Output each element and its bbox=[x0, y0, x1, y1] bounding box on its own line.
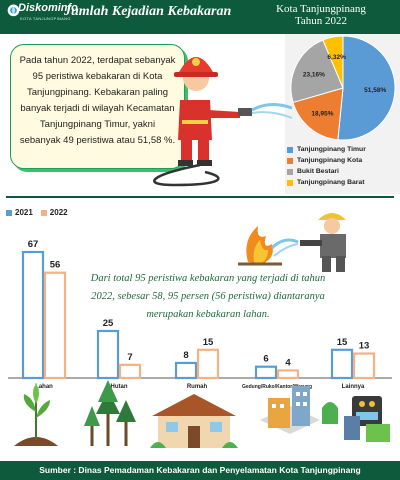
pie-slice bbox=[290, 39, 344, 104]
bar bbox=[96, 329, 120, 380]
bar bbox=[352, 352, 376, 380]
summary-callout: Dari total 95 peristiwa kebakaran yang t… bbox=[90, 273, 326, 320]
pie-slice bbox=[322, 35, 344, 89]
legend-label: Tanjungpinang Timur bbox=[297, 146, 366, 153]
firefighter-hose-icon bbox=[153, 57, 293, 187]
bar-value-label: 7 bbox=[127, 352, 132, 363]
category-label: Gedung/Ruko/Kantor/Warung bbox=[242, 384, 312, 390]
land-seedling-icon bbox=[14, 384, 58, 446]
category-label: Rumah bbox=[187, 384, 208, 390]
source-note: Sumber : Dinas Pemadaman Kebakaran dan P… bbox=[39, 465, 361, 475]
legend-swatch bbox=[287, 146, 293, 153]
bar-value-label: 15 bbox=[337, 337, 348, 348]
bar bbox=[43, 271, 67, 380]
bar-value-label: 67 bbox=[28, 239, 39, 250]
bar-legend: 2021 2022 bbox=[6, 208, 76, 217]
firefighter-hose-icon bbox=[270, 213, 346, 272]
bar bbox=[174, 361, 198, 380]
pie-slice-label: 23,16% bbox=[303, 72, 325, 79]
pie-slice-label: 51,58% bbox=[364, 87, 386, 94]
bar bbox=[276, 369, 300, 380]
legend-label: Tanjungpinang Kota bbox=[297, 157, 363, 164]
house-icon bbox=[150, 394, 238, 448]
diskominfo-logo-icon bbox=[7, 4, 20, 17]
bar-value-label: 13 bbox=[359, 341, 370, 352]
area-year: Tahun 2022 bbox=[294, 15, 348, 27]
legend-label: Bukit Bestari bbox=[297, 168, 339, 175]
pie-legend-item: Tanjungpinang Kota bbox=[287, 155, 399, 166]
legend-swatch bbox=[6, 209, 12, 216]
bar-value-label: 15 bbox=[203, 337, 214, 348]
bar-value-label: 56 bbox=[50, 260, 61, 271]
pie-legend-item: Bukit Bestari bbox=[287, 166, 399, 177]
bar bbox=[118, 363, 142, 380]
pie-legend-item: Tanjungpinang Barat bbox=[287, 177, 399, 188]
legend-swatch bbox=[287, 168, 293, 175]
logo-text: Diskominfo bbox=[18, 2, 78, 14]
pie-legend: Tanjungpinang Timur Tanjungpinang Kota Buk… bbox=[287, 144, 399, 188]
legend-label: 2022 bbox=[49, 208, 68, 217]
legend-swatch bbox=[40, 209, 47, 216]
footer-bar: Sumber : Dinas Pemadaman Kebakaran dan P… bbox=[0, 461, 400, 480]
pie-slice-label: 6,32% bbox=[327, 54, 346, 61]
bar-value-label: 25 bbox=[103, 318, 114, 329]
pie-legend-item: Tanjungpinang Timur bbox=[287, 144, 399, 155]
logo-subtitle: KOTA TANJUNGPINANG bbox=[20, 16, 71, 21]
pie-slice bbox=[337, 35, 396, 141]
page-title: Jumlah Kejadian Kebakaran bbox=[64, 4, 232, 19]
misc-items-icon bbox=[344, 396, 390, 442]
bar bbox=[254, 365, 278, 380]
pie-slice bbox=[292, 87, 344, 141]
bar bbox=[21, 250, 45, 380]
category-label: Hutan bbox=[111, 384, 128, 390]
bar-legend-item: 2022 bbox=[40, 208, 68, 217]
bar bbox=[196, 348, 220, 380]
legend-label: Tanjungpinang Barat bbox=[297, 179, 365, 186]
buildings-icon bbox=[260, 386, 338, 434]
legend-label: 2021 bbox=[15, 208, 33, 217]
fire-icon bbox=[238, 226, 282, 266]
legend-swatch bbox=[287, 157, 293, 164]
section-divider bbox=[6, 196, 394, 198]
legend-swatch bbox=[287, 179, 293, 186]
header-bar: Diskominfo KOTA TANJUNGPINANG Jumlah Kej… bbox=[0, 0, 400, 34]
pie-slice-label: 18,95% bbox=[311, 110, 333, 117]
category-label: Lainnya bbox=[342, 384, 365, 390]
area-label: Kota Tanjungpinang Tahun 2022 bbox=[246, 3, 396, 27]
bar-value-label: 6 bbox=[263, 354, 268, 365]
area-city: Kota Tanjungpinang bbox=[276, 3, 366, 15]
category-label: Lahan bbox=[35, 384, 53, 390]
intro-text-box: Pada tahun 2022, terdapat sebanyak 95 pe… bbox=[10, 44, 185, 169]
bar bbox=[330, 348, 354, 380]
bar-value-label: 4 bbox=[285, 357, 291, 368]
bar-legend-item: 2021 bbox=[6, 208, 33, 217]
bar-value-label: 8 bbox=[183, 350, 188, 361]
forest-trees-icon bbox=[84, 380, 136, 446]
